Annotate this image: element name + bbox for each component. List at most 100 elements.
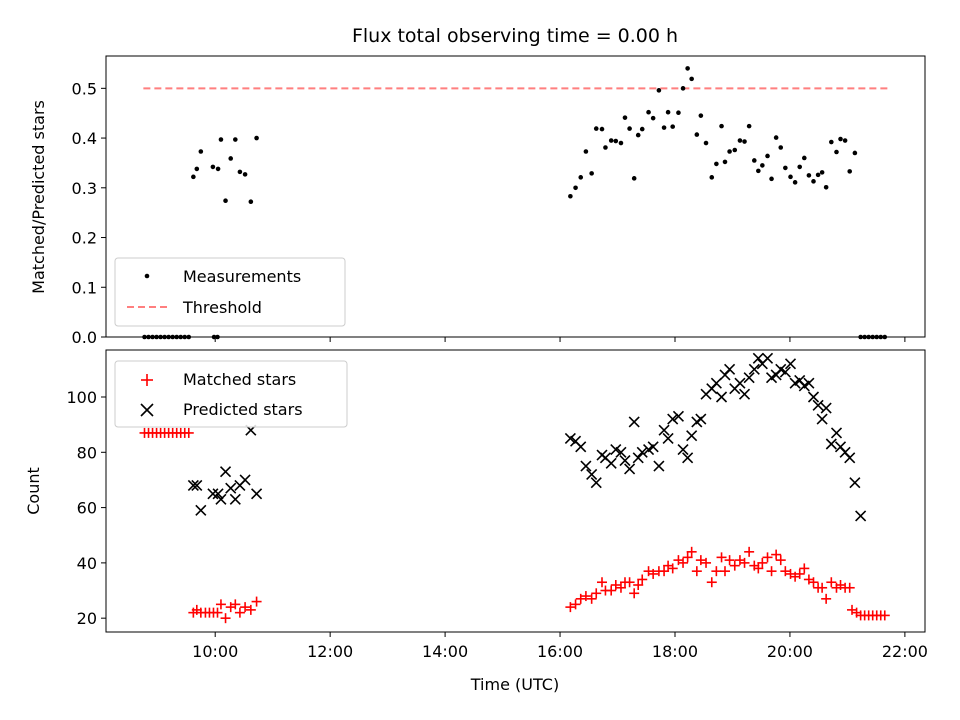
measurement-point [568,193,573,199]
matched-star-point [230,599,241,610]
measurement-point [665,109,671,115]
predicted-star-point [844,452,856,464]
matched-star-point [633,580,644,590]
predicted-star-point [715,391,728,403]
measurement-point [599,126,605,132]
measurement-point [709,175,715,180]
measurement-point [689,76,694,82]
measurement-point [578,175,584,180]
bottom-legend-box [114,360,348,428]
predicted-star-point [743,372,755,384]
matched-star-point [719,566,730,577]
predicted-star-point [686,430,698,442]
predicted-star-point [677,443,689,456]
measurement-point [842,138,848,143]
matched-star-point [780,566,791,577]
bottom-legend: Matched stars Predicted stars [114,360,348,428]
measurement-point [742,139,747,144]
measurement-point [583,149,589,154]
measurement-point [778,145,784,150]
measurement-point [622,115,628,120]
predicted-star-point [219,466,232,478]
measurement-point [765,153,770,159]
measurement-point [722,159,728,165]
legend-measurements-marker [144,273,150,279]
predicted-star-point [816,413,828,425]
top-y-axis-label: Matched/Predicted stars [29,100,48,294]
measurement-point [676,110,681,115]
matched-star-point [240,602,251,613]
measurement-point [829,139,834,145]
predicted-star-point [667,413,679,425]
matched-star-point [183,427,194,438]
matched-star-point [701,557,712,568]
predicted-star-point [225,482,237,494]
x-tick-label: 18:00 [652,642,698,661]
measurement-point [198,149,204,154]
predicted-star-point [610,443,622,456]
measurement-point [237,169,243,175]
measurement-point [191,174,196,180]
matched-star-point [744,546,755,557]
x-tick-label: 16:00 [537,642,583,661]
measurement-point [608,138,614,143]
predicted-star-point [738,388,751,400]
measurement-point [670,124,675,129]
predicted-star-point [653,460,665,472]
measurement-point [573,185,578,191]
matched-star-point [648,568,659,579]
measurement-point [254,135,259,141]
matched-star-point [794,568,805,579]
matched-star-point [565,602,576,613]
predicted-star-point [229,493,241,505]
x-tick-label: 20:00 [767,642,813,661]
bottom-y-tick-label: 40 [77,554,97,573]
legend-matched-label: Matched stars [183,370,296,389]
top-y-tick-label: 0.2 [72,229,97,248]
measurement-point [646,109,651,115]
predicted-star-point [586,468,598,480]
predicted-star-point [812,399,824,411]
measurement-point [811,179,816,184]
predicted-star-point [580,460,592,472]
predicted-star-point [682,452,694,464]
predicted-star-point [628,416,640,428]
predicted-star-point [672,410,685,422]
measurement-point [847,169,853,174]
predicted-star-point [212,488,224,500]
predicted-star-point [784,358,797,370]
predicted-star-point [590,477,602,489]
measurement-point [210,164,216,170]
x-tick-label: 14:00 [422,642,468,661]
predicted-star-point [636,446,648,458]
legend-measurements-label: Measurements [183,267,301,286]
measurement-point [593,126,599,131]
measurement-point [233,137,238,142]
chart-title: Flux total observing time = 0.00 h [352,25,678,47]
measurement-point [819,170,825,175]
measurement-point [760,163,765,168]
predicted-star-point [695,413,707,425]
measurement-point [823,184,829,190]
predicted-star-point [710,377,722,389]
top-y-tick-label: 0.1 [72,278,97,297]
predicted-star-point [207,488,219,500]
measurement-point [703,140,709,146]
measurement-point [613,138,619,144]
predicted-star-point [187,479,199,492]
measurement-point [228,156,234,161]
measurement-point [248,199,254,205]
legend-predicted-marker [140,403,154,417]
x-axis-label: Time (UTC) [470,675,559,694]
matched-star-point [678,557,689,568]
measurement-point [589,171,594,176]
measurement-point [732,147,738,153]
matched-star-point [706,577,717,588]
legend-matched-marker [141,374,153,386]
predicted-star-point [215,493,227,505]
predicted-star-point [647,441,659,453]
predicted-star-point [779,366,791,378]
matched-star-point [826,577,837,588]
measurement-point [714,161,719,167]
top-y-tick-label: 0.0 [72,328,97,347]
